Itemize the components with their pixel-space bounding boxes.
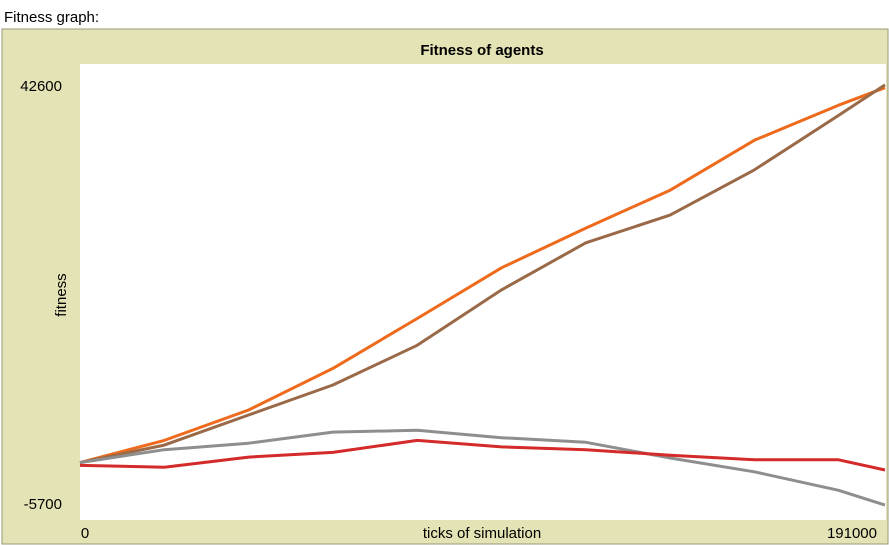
y-axis-label: fitness (53, 273, 70, 316)
y-tick-label: 42600 (20, 78, 62, 95)
x-tick-label: 0 (81, 525, 89, 542)
widget-label: Fitness graph: (4, 9, 99, 26)
x-axis-label: ticks of simulation (423, 525, 541, 542)
plot-area (80, 64, 886, 520)
y-tick-label: -5700 (24, 496, 62, 513)
series-line (79, 428, 886, 507)
chart-title: Fitness of agents (420, 42, 543, 59)
x-tick-label: 191000 (827, 525, 877, 542)
series-line (79, 438, 886, 472)
series-line (79, 83, 886, 465)
series-line (79, 86, 886, 465)
